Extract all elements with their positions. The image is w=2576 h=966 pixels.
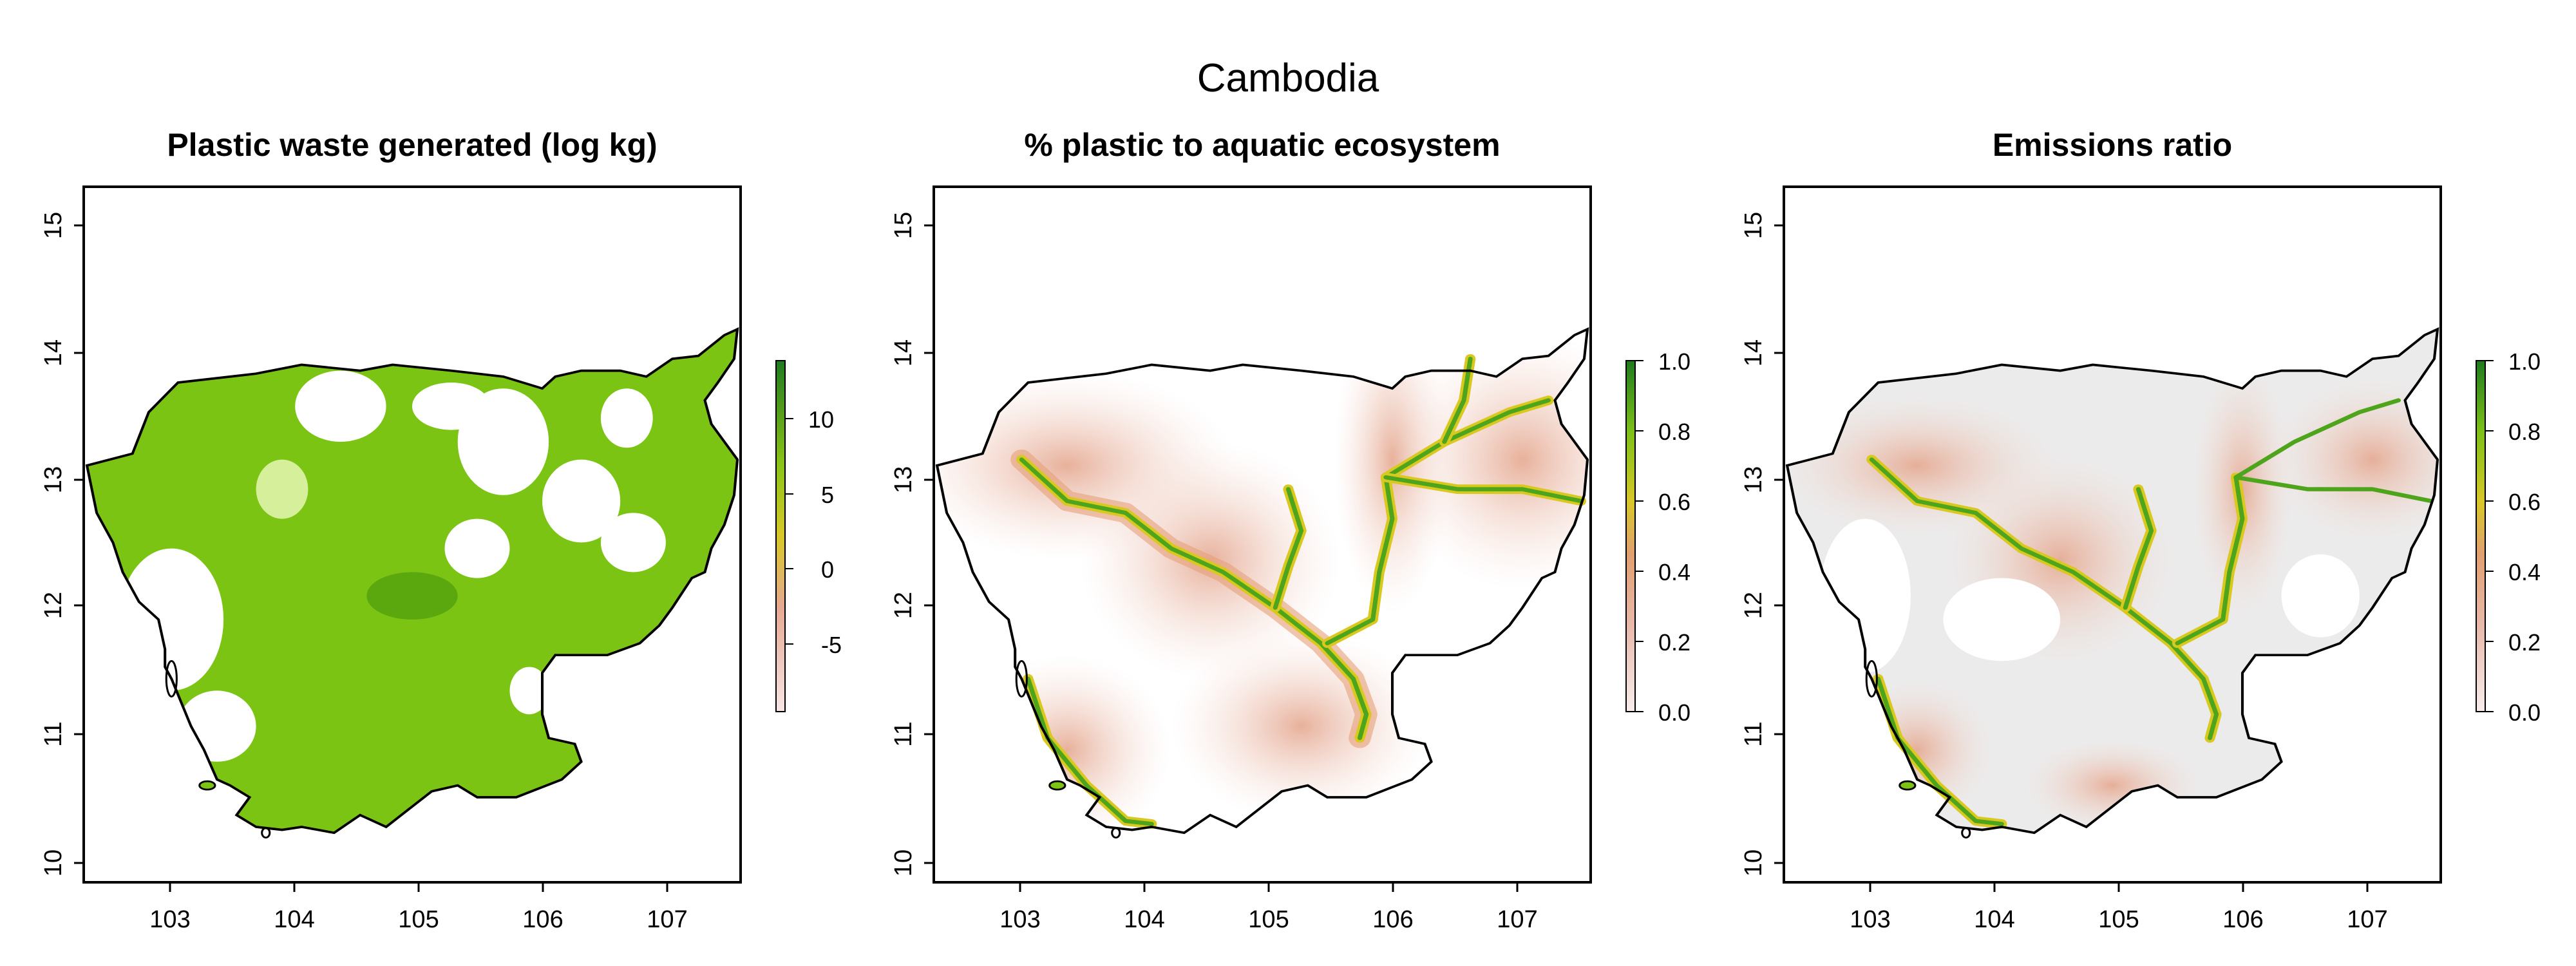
y-tick-label: 12 (890, 592, 917, 619)
y-tick-label: 10 (1740, 849, 1767, 876)
x-tick-label: 107 (647, 906, 687, 933)
island-outline (261, 827, 271, 838)
legend-tick-label: 5 (821, 482, 834, 508)
y-tick-label: 13 (40, 466, 67, 493)
legend-bar-emissions (2476, 360, 2486, 712)
legend-bar-aquatic (1625, 360, 1636, 712)
legend-tick-label: 1.0 (1658, 348, 1690, 375)
legend-tick-label: 0.0 (1658, 699, 1690, 726)
legend-tick-label: 0.4 (2508, 559, 2541, 585)
y-tick-label: 10 (40, 849, 67, 876)
panel-title-waste: Plastic waste generated (log kg) (167, 127, 658, 163)
legend-tick-label: 0.4 (1658, 559, 1690, 585)
y-tick-label: 12 (40, 592, 67, 619)
panel-waste: -5 0 5 10 103 104 105 106 107 10 11 (40, 185, 842, 933)
y-axis-emissions: 10 11 12 13 14 15 (1740, 212, 1784, 876)
figure-title: Cambodia (1197, 56, 1379, 100)
island-outline (1961, 827, 1971, 838)
legend-tick-label: 10 (808, 406, 834, 433)
river-network-emissions (1866, 398, 2434, 829)
map-waste (87, 329, 737, 838)
legend-tick-label: 0.8 (2508, 419, 2541, 445)
plot-frame-waste (82, 185, 742, 884)
legend-tick-label: -5 (821, 632, 842, 658)
legend-ticks-waste: -5 0 5 10 (785, 406, 842, 658)
legend-tick-label: 0.6 (2508, 489, 2541, 515)
x-tick-label: 103 (1850, 906, 1890, 933)
legend-bar-waste (775, 360, 786, 712)
y-tick-label: 14 (40, 339, 67, 366)
y-tick-label: 12 (1740, 592, 1767, 619)
map-emissions (1774, 329, 2477, 838)
x-tick-label: 104 (1974, 906, 2014, 933)
island-outline (1899, 780, 1917, 791)
x-tick-label: 104 (274, 906, 314, 933)
panel-emissions: 0.0 0.2 0.4 0.6 0.8 1.0 103 104 105 106 … (1740, 185, 2541, 933)
x-tick-label: 107 (1497, 906, 1537, 933)
y-tick-label: 13 (890, 466, 917, 493)
y-tick-label: 15 (40, 212, 67, 239)
y-tick-label: 13 (1740, 466, 1767, 493)
x-tick-label: 106 (522, 906, 563, 933)
y-tick-label: 14 (1740, 339, 1767, 366)
x-tick-label: 105 (2098, 906, 2139, 933)
x-axis-aquatic: 103 104 105 106 107 (999, 882, 1538, 933)
legend-ticks-aquatic: 0.0 0.2 0.4 0.6 0.8 1.0 (1635, 348, 1690, 726)
x-axis-emissions: 103 104 105 106 107 (1850, 882, 2388, 933)
legend-tick-label: 0.8 (1658, 419, 1690, 445)
island-outline (1865, 660, 1878, 697)
x-tick-label: 106 (1372, 906, 1413, 933)
island-outline (1015, 660, 1028, 697)
y-tick-label: 15 (1740, 212, 1767, 239)
legend-tick-label: 0.2 (1658, 629, 1690, 656)
y-tick-label: 15 (890, 212, 917, 239)
x-tick-label: 103 (999, 906, 1040, 933)
plot-frame-aquatic (933, 185, 1592, 884)
y-axis-aquatic: 10 11 12 13 14 15 (890, 212, 934, 876)
island-outline (1048, 780, 1066, 791)
x-tick-label: 104 (1124, 906, 1164, 933)
x-tick-label: 106 (2222, 906, 2263, 933)
x-tick-label: 105 (1248, 906, 1289, 933)
y-tick-label: 14 (890, 339, 917, 366)
y-tick-label: 11 (1740, 721, 1767, 746)
legend-tick-label: 0.0 (2508, 699, 2541, 726)
panel-title-aquatic: % plastic to aquatic ecosystem (1024, 127, 1501, 163)
legend-ticks-emissions: 0.0 0.2 0.4 0.6 0.8 1.0 (2485, 348, 2541, 726)
legend-tick-label: 0 (821, 556, 834, 583)
y-axis-waste: 10 11 12 13 14 15 (40, 212, 84, 876)
x-tick-label: 103 (149, 906, 190, 933)
island-outline (1111, 827, 1121, 838)
island-outline (198, 780, 216, 791)
legend-tick-label: 0.6 (1658, 489, 1690, 515)
island-outline (165, 660, 178, 697)
legend-tick-label: 0.2 (2508, 629, 2541, 656)
plot-frame-emissions (1783, 185, 2442, 884)
river-network-aquatic (1010, 354, 1586, 829)
x-tick-label: 107 (2347, 906, 2387, 933)
y-tick-label: 11 (890, 721, 917, 746)
x-axis-waste: 103 104 105 106 107 (149, 882, 688, 933)
panel-title-emissions: Emissions ratio (1992, 127, 2233, 163)
map-aquatic (898, 305, 1653, 838)
panel-aquatic: 0.0 0.2 0.4 0.6 0.8 1.0 103 104 105 106 … (890, 185, 1690, 933)
x-tick-label: 105 (398, 906, 439, 933)
y-tick-label: 11 (40, 721, 67, 746)
y-tick-label: 10 (890, 849, 917, 876)
legend-tick-label: 1.0 (2508, 348, 2541, 375)
